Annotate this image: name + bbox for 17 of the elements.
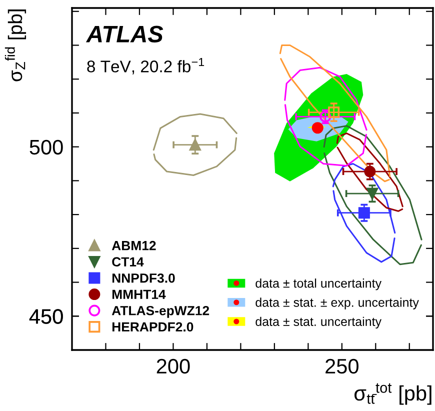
legend-label: MMHT14 — [112, 290, 166, 299]
legend-label: HERAPDF2.0 — [112, 322, 194, 332]
annotation: ATLAS — [86, 26, 164, 42]
legend-label: ATLAS-epWZ12 — [112, 306, 210, 318]
legend-label: ABM12 — [112, 240, 156, 250]
x-axis-title: σ$_{tt̄}$$^{tot}$ [pb] — [354, 383, 432, 405]
legend-label: data ± stat. ± exp. uncertainty — [256, 298, 419, 310]
y-axis-title: σ$_{Z}$$^{fid}$ [pb] — [4, 10, 26, 82]
legend-label: data ± total uncertainty — [256, 278, 382, 290]
annotation: 8 TeV, 20.2 fb$^{−1}$ — [87, 58, 204, 74]
x-tick-label: 200 — [156, 358, 190, 374]
legend-label: data ± stat. uncertainty — [256, 316, 382, 328]
y-tick-label: 450 — [29, 309, 63, 324]
x-tick-label: 250 — [326, 358, 358, 374]
legend-label: CT14 — [112, 257, 144, 267]
y-tick-label: 500 — [30, 140, 63, 155]
legend-label: NNPDF3.0 — [112, 273, 175, 283]
